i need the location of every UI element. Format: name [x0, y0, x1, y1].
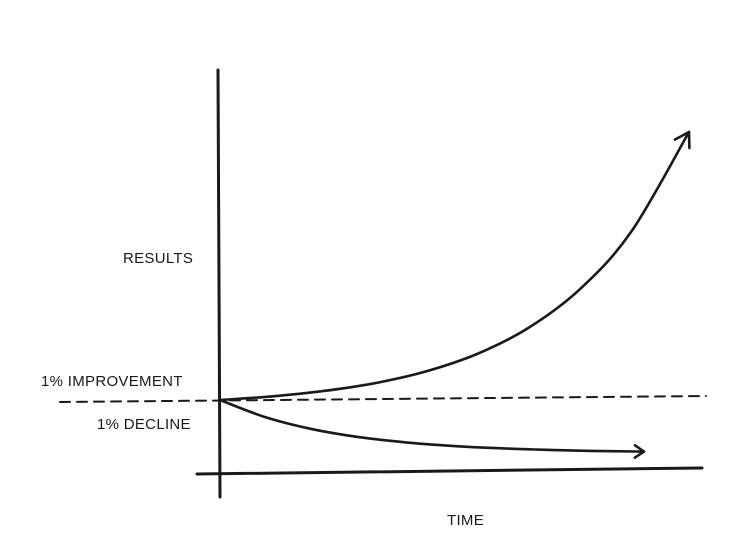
series-line-improvement	[218, 130, 691, 402]
x-axis-label: TIME	[447, 512, 484, 529]
y-axis	[216, 68, 222, 499]
annotation-improvement: 1% IMPROVEMENT	[41, 373, 183, 390]
annotation-decline: 1% DECLINE	[97, 416, 191, 433]
x-axis	[195, 466, 704, 476]
arrowhead-decline	[633, 444, 646, 459]
arrowhead-improvement	[673, 130, 691, 150]
y-axis-label: RESULTS	[123, 250, 193, 267]
baseline-dashed-line	[59, 395, 707, 403]
series-line-decline	[218, 398, 646, 453]
